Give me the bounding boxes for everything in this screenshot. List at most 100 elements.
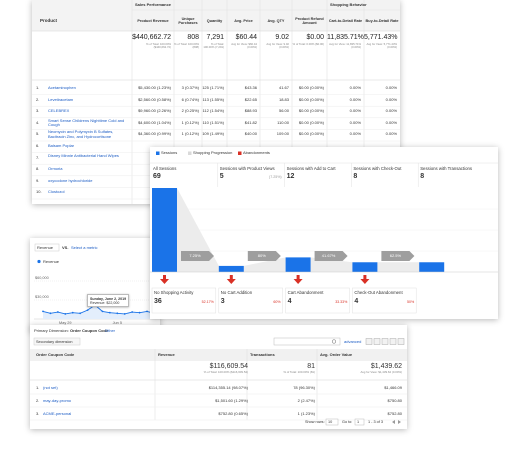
- table-cell: $4,360.00 (0.99%): [138, 131, 171, 137]
- row-rank: 7.: [36, 154, 40, 160]
- product-link[interactable]: Acetaminophen: [48, 85, 76, 90]
- coupon-code[interactable]: may-day-promo: [43, 398, 72, 403]
- y-tick-label: $30,000: [35, 295, 49, 299]
- column-header: Quantity: [206, 18, 223, 23]
- total-note: Avg for View: 9.02 (0.00%): [266, 42, 289, 50]
- product-link[interactable]: Levetiracetam: [48, 96, 74, 102]
- secondary-dimension[interactable]: Secondary dimension: [36, 339, 73, 344]
- rows-dropdown: [325, 418, 339, 426]
- next-page: [398, 420, 401, 424]
- revenue-chart-panel: Revenue VS. Select a metric Revenue $30,000 $…: [30, 238, 160, 332]
- row-rank: 3.: [36, 108, 40, 114]
- tooltip-date: Sunday, June 2, 2019: [90, 296, 127, 301]
- table-cell: 0.00%: [385, 108, 397, 114]
- coupon-code[interactable]: ACME-personal: [43, 411, 72, 416]
- funnel-panel: Sessions Shopping Progression Abandonments…: [150, 147, 498, 319]
- table-cell: 125 (1.71%): [202, 85, 224, 90]
- page-value[interactable]: 1: [357, 420, 360, 424]
- total-value: 808: [187, 34, 199, 41]
- table-cell: 18.83: [278, 96, 289, 102]
- graphic: [30, 337, 407, 426]
- header-background: [32, 0, 400, 31]
- abandon-arrow-stem: [363, 275, 367, 279]
- total-note: Avg for View: $1,439.62 (0.00%): [360, 370, 402, 375]
- row-rank: 8.: [36, 166, 40, 172]
- line-point: [138, 311, 141, 314]
- metric-select[interactable]: Revenue: [37, 244, 54, 250]
- abandon-arrow-stem: [296, 275, 300, 279]
- coupon-table-panel: Primary Dimension: Order Coupon Code Other…: [30, 325, 407, 429]
- product-link[interactable]: Balsam Poplar: [48, 143, 75, 148]
- product-link[interactable]: Ormoria: [48, 166, 63, 172]
- line-point: [86, 309, 89, 312]
- step-value: 8: [353, 173, 358, 180]
- abandon-arrow-head: [226, 279, 236, 284]
- total-value: 7,291: [206, 34, 224, 41]
- table-cell: $0.00 (0.00%): [298, 85, 324, 90]
- total-cell: 7,291% of Total: 100.00% (7,291): [202, 34, 224, 49]
- abandon-value: 36: [154, 298, 162, 305]
- table-cell: $1,501.60 (1.29%): [215, 398, 248, 403]
- graphic: [150, 151, 498, 314]
- line-point: [56, 311, 59, 313]
- abandon-box: [218, 287, 283, 314]
- table-cell: 0.00%: [349, 85, 361, 90]
- line-point: [116, 312, 119, 315]
- column-header: Unique Purchases: [178, 16, 198, 25]
- table-cell: $5,430.00 (1.23%): [138, 85, 171, 90]
- line-point: [64, 313, 67, 315]
- row-rank: 5.: [36, 131, 40, 137]
- product-link[interactable]: Smart Sense Childrens Nighttime Cold and…: [48, 117, 125, 128]
- progression-rate: 7.25%: [189, 252, 201, 258]
- total-cell: $116,609.54% of Total: 100.00% ($116,609…: [152, 363, 248, 374]
- abandon-value: 3: [220, 298, 225, 305]
- abandon-percent: 60%: [273, 300, 281, 304]
- table-cell: $750.80: [387, 398, 402, 403]
- total-value: $1,439.62: [370, 363, 402, 370]
- line-point: [49, 312, 52, 315]
- product-link[interactable]: Clostozol: [48, 189, 65, 195]
- line-point: [101, 310, 104, 313]
- total-value: 9.02: [275, 34, 289, 41]
- secondary-dropdown: [33, 337, 81, 346]
- product-link[interactable]: Neomycin and Polymyxin B Sulfates, Bacit…: [48, 129, 114, 139]
- coupon-code[interactable]: (not set): [43, 385, 58, 390]
- table-cell: $40.00: [244, 131, 257, 137]
- range-label: 1 - 3 of 3: [368, 420, 383, 424]
- rows-value[interactable]: 10: [328, 420, 333, 424]
- legend-label: Abandonments: [243, 150, 270, 155]
- metric-compare[interactable]: Select a metric: [71, 244, 98, 250]
- table-cell: $0.00 (0.00%): [298, 131, 324, 137]
- page-input: [354, 418, 365, 426]
- product-link[interactable]: Disney Minnie Antibacterial Hand Wipes: [48, 152, 119, 158]
- total-cell: $0.00% of Total: 0.00% ($0.00): [292, 34, 324, 46]
- prev-page: [392, 420, 395, 424]
- total-note: % of Total: 0.00% ($0.00): [292, 42, 324, 47]
- dimension-other[interactable]: Other: [105, 328, 116, 333]
- product-link[interactable]: oxycodone hydrochloride: [48, 177, 93, 183]
- legend-swatch: [188, 151, 192, 155]
- total-note: Avg for View: 5,771.43% (0.00%): [366, 42, 397, 50]
- view-icon: [397, 338, 405, 345]
- vs-label: VS.: [62, 244, 69, 250]
- table-cell: 0.00%: [385, 119, 397, 125]
- advanced-link[interactable]: advanced: [344, 338, 362, 344]
- table-cell: $752.80 (0.65%): [218, 411, 248, 416]
- progression-arrow: [247, 251, 281, 261]
- total-cell: 11,835.71% Avg for View: 11,835.71% (0.00…: [327, 34, 364, 49]
- legend-label: Sessions: [161, 150, 178, 155]
- abandon-name: Cart Abandonment: [287, 290, 324, 295]
- table-cell: $752.80: [387, 411, 402, 416]
- column-header: Product: [40, 18, 58, 23]
- table-cell: 1 (1.23%): [297, 411, 315, 416]
- total-note: % of Total: 100.00% (81): [283, 370, 315, 375]
- column-header: Avg. QTY: [267, 18, 285, 23]
- table-cell: $0.00 (0.00%): [298, 96, 324, 102]
- view-icon: [381, 338, 389, 345]
- product-link[interactable]: CELEBREX: [48, 108, 70, 114]
- table-cell: $22.65: [244, 96, 257, 102]
- table-cell: 0.00%: [385, 131, 397, 137]
- step-name: Sessions with Transactions: [420, 166, 473, 171]
- search-icon: [331, 339, 337, 344]
- row-rank: 6.: [36, 143, 40, 148]
